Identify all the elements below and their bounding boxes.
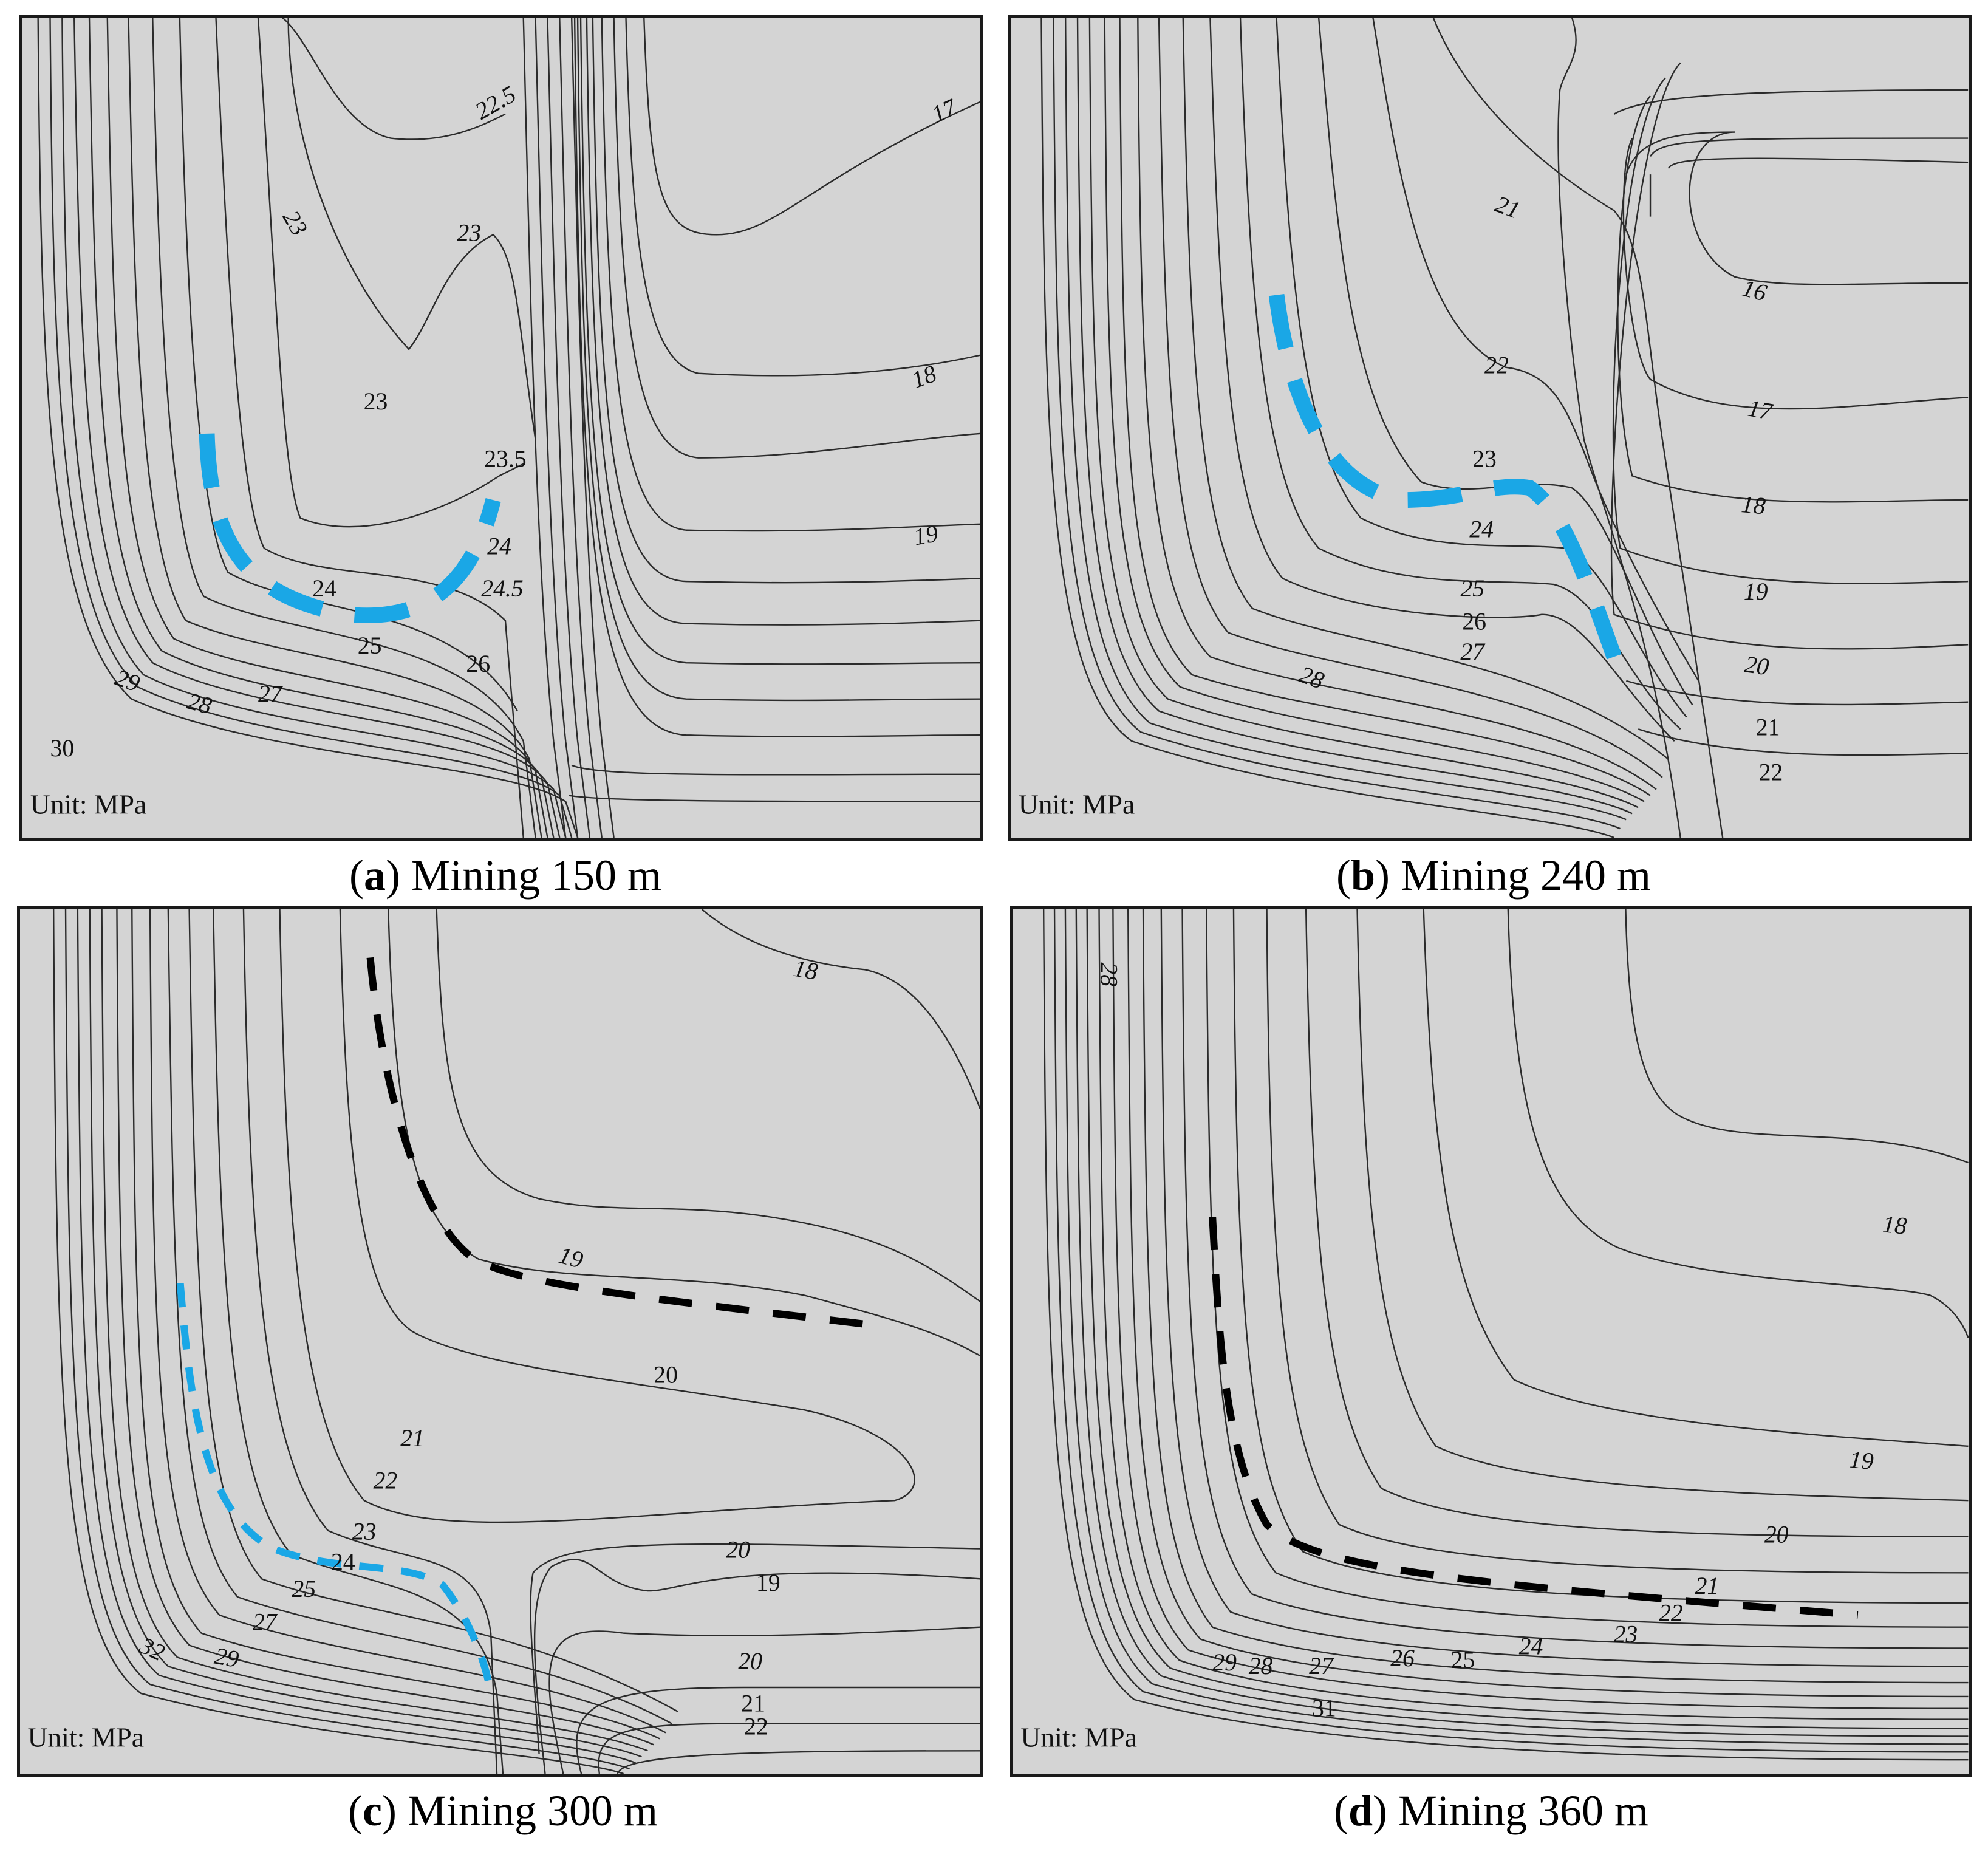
label-24: 24 (1469, 516, 1494, 543)
label-29: 29 (1212, 1649, 1237, 1676)
panel-d-contours (1042, 909, 1969, 1761)
panel-c-unit-label: Unit: MPa (27, 1721, 144, 1752)
label-25: 25 (292, 1576, 316, 1602)
label-21-b: 21 (1756, 714, 1780, 740)
label-20: 20 (1764, 1522, 1789, 1548)
label-26: 26 (1462, 609, 1486, 635)
panel-a-svg: 22.5 17 23 23 23 18 23.5 24 19 24 24.5 2… (30, 18, 980, 838)
panel-b-contours (1040, 18, 1969, 838)
label-30: 30 (50, 735, 75, 762)
panel-c-blue-dashed-line (176, 1283, 494, 1694)
panel-c-caption-text: Mining 300 m (407, 1786, 658, 1835)
label-26: 26 (466, 651, 490, 677)
label-18: 18 (1740, 491, 1767, 519)
label-23-a: 23 (278, 206, 313, 240)
panel-d-caption-text: Mining 360 m (1398, 1786, 1649, 1835)
label-17: 17 (1746, 395, 1775, 426)
label-20: 20 (1743, 651, 1771, 680)
label-22: 22 (373, 1467, 397, 1494)
label-25: 25 (358, 632, 382, 659)
panel-c-caption: (c) Mining 300 m (348, 1786, 658, 1835)
label-18: 18 (1882, 1211, 1908, 1239)
label-28-top: 28 (1096, 962, 1122, 986)
panel-c-contour-map: 18 19 20 21 22 23 20 24 19 25 27 32 29 2… (17, 906, 983, 1777)
label-31: 31 (1312, 1695, 1336, 1722)
label-24: 24 (331, 1548, 355, 1575)
panel-b-contour-map: 21 16 22 17 23 18 24 25 19 26 27 20 28 2… (1008, 15, 1972, 841)
panel-b-blue-dashed-line (1268, 294, 1622, 660)
panel-c-contours (52, 909, 980, 1774)
panel-a-contour-labels: 22.5 17 23 23 23 18 23.5 24 19 24 24.5 2… (50, 81, 962, 762)
label-24-b: 24 (312, 575, 336, 602)
label-22: 22 (1659, 1600, 1683, 1627)
label-23: 23 (1472, 446, 1497, 473)
label-27: 27 (1309, 1653, 1334, 1680)
panel-d-caption: (d) Mining 360 m (1333, 1786, 1649, 1835)
label-19: 19 (1848, 1446, 1875, 1475)
panel-b-unit-label: Unit: MPa (1019, 788, 1135, 819)
panel-c-black-dashed-line (366, 957, 878, 1330)
label-22-b: 22 (744, 1713, 768, 1740)
label-19: 19 (912, 520, 940, 550)
label-25: 25 (1450, 1647, 1475, 1673)
label-24: 24 (1519, 1633, 1543, 1659)
label-24-5: 24.5 (481, 575, 523, 602)
panel-a-contour-map: 22.5 17 23 23 23 18 23.5 24 19 24 24.5 2… (19, 15, 983, 841)
label-23: 23 (1614, 1621, 1638, 1648)
label-18: 18 (791, 955, 820, 985)
panel-b-svg: 21 16 22 17 23 18 24 25 19 26 27 20 28 2… (1019, 18, 1969, 838)
panel-d-unit-label: Unit: MPa (1020, 1721, 1137, 1752)
label-20: 20 (654, 1362, 678, 1389)
label-21-b: 21 (741, 1690, 765, 1717)
label-19: 19 (556, 1242, 586, 1274)
label-20-c: 20 (738, 1648, 762, 1675)
panel-a-blue-dashed-line (199, 433, 501, 624)
panel-a-caption-text: Mining 150 m (411, 851, 661, 900)
label-25: 25 (1460, 575, 1484, 602)
label-24-a: 24 (487, 533, 511, 559)
panel-a-unit-label: Unit: MPa (30, 788, 147, 819)
panel-a-caption-letter: a (363, 851, 386, 900)
panel-c-svg: 18 19 20 21 22 23 20 24 19 25 27 32 29 2… (27, 909, 980, 1774)
label-28: 28 (1249, 1653, 1273, 1680)
label-21: 21 (1695, 1573, 1720, 1599)
label-26: 26 (1390, 1645, 1415, 1672)
panel-c-contour-labels: 18 19 20 21 22 23 20 24 19 25 27 32 29 2… (135, 955, 819, 1740)
label-19: 19 (1744, 578, 1768, 605)
panel-c-caption-letter: c (363, 1786, 382, 1835)
label-23: 23 (352, 1519, 377, 1545)
label-19-b: 19 (756, 1570, 781, 1596)
label-21: 21 (400, 1425, 425, 1452)
label-23-c: 23 (364, 388, 388, 415)
label-18: 18 (908, 360, 940, 394)
label-17: 17 (927, 93, 962, 128)
label-22: 22 (1484, 352, 1509, 379)
label-23-5: 23.5 (484, 446, 526, 473)
label-28: 28 (1296, 661, 1327, 694)
label-27: 27 (258, 681, 284, 708)
panel-b-caption-text: Mining 240 m (1400, 851, 1652, 900)
panel-d-caption-letter: d (1348, 1786, 1373, 1835)
panel-b-caption-letter: b (1350, 851, 1375, 900)
label-23-b: 23 (457, 219, 482, 246)
label-20-b: 20 (726, 1536, 750, 1563)
label-21: 21 (1492, 191, 1523, 224)
panel-a-contours (37, 18, 980, 838)
label-22-b: 22 (1759, 759, 1783, 786)
label-29: 29 (213, 1642, 241, 1673)
label-27: 27 (253, 1609, 278, 1636)
label-27: 27 (1460, 638, 1486, 665)
panel-b-caption: (b) Mining 240 m (1336, 851, 1652, 900)
label-28: 28 (185, 688, 215, 720)
panel-d-black-dashed-line (1209, 1217, 1859, 1619)
panel-a-caption: (a) Mining 150 m (349, 851, 661, 900)
panel-d-svg: 28 18 19 20 21 22 23 24 29 28 27 26 25 3… (1020, 909, 1969, 1761)
panel-d-contour-labels: 28 18 19 20 21 22 23 24 29 28 27 26 25 3… (1096, 962, 1908, 1721)
panel-d-contour-map: 28 18 19 20 21 22 23 24 29 28 27 26 25 3… (1010, 906, 1972, 1777)
